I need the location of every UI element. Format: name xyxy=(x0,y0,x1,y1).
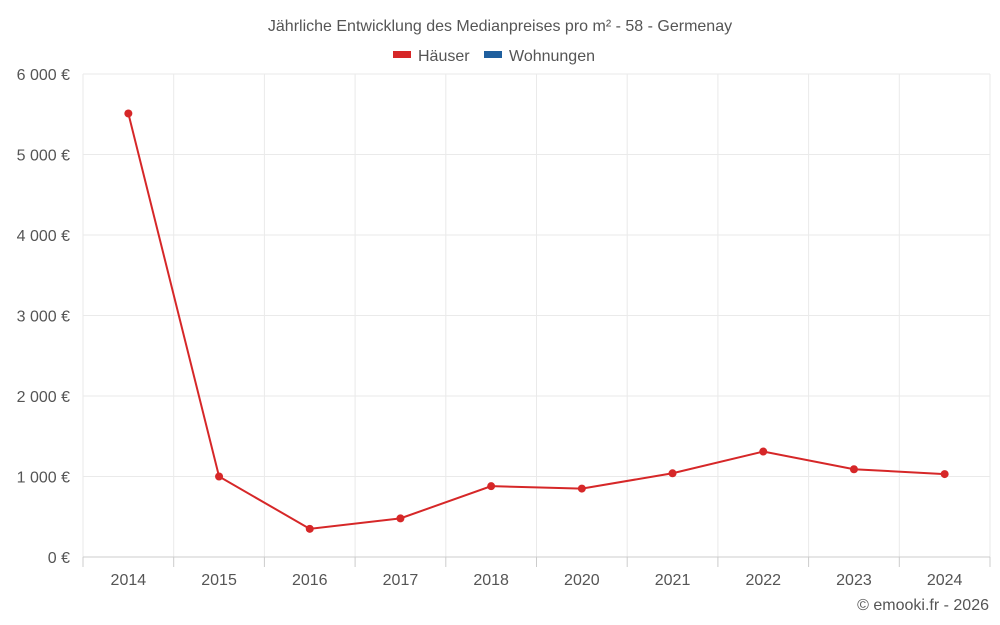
legend-swatch-haeuser xyxy=(393,51,411,58)
data-point-haeuser[interactable] xyxy=(668,469,677,478)
y-tick-label: 3 000 € xyxy=(17,309,70,326)
x-tick-label: 2023 xyxy=(836,572,872,589)
data-point-haeuser[interactable] xyxy=(849,465,858,474)
y-tick-label: 0 € xyxy=(48,550,70,567)
legend-swatch-wohnungen xyxy=(484,51,502,58)
grid xyxy=(82,73,991,557)
data-point-haeuser[interactable] xyxy=(305,524,314,533)
data-point-haeuser[interactable] xyxy=(215,472,224,481)
y-tick-label: 4 000 € xyxy=(17,228,70,245)
data-point-haeuser[interactable] xyxy=(940,470,949,479)
series-haeuser xyxy=(124,109,949,533)
y-tick-label: 5 000 € xyxy=(17,148,70,165)
data-point-haeuser[interactable] xyxy=(396,514,405,523)
y-tick-label: 1 000 € xyxy=(17,470,70,487)
x-tick-label: 2024 xyxy=(927,572,963,589)
y-tick-label: 6 000 € xyxy=(17,67,70,84)
data-point-haeuser[interactable] xyxy=(487,482,496,491)
x-tick-label: 2020 xyxy=(564,572,600,589)
x-axis: 2014 2015 2016 2017 2018 2020 2021 2022 2023 2024 xyxy=(82,556,991,589)
data-point-haeuser[interactable] xyxy=(124,109,133,118)
x-tick-label: 2015 xyxy=(201,572,237,589)
legend-label-wohnungen: Wohnungen xyxy=(509,48,595,65)
x-tick-label: 2022 xyxy=(745,572,781,589)
x-tick-label: 2018 xyxy=(473,572,509,589)
series-line-haeuser xyxy=(127,113,945,530)
data-point-haeuser[interactable] xyxy=(759,447,768,456)
legend[interactable]: Häuser Wohnungen xyxy=(393,48,595,65)
x-tick-label: 2016 xyxy=(292,572,328,589)
legend-item-haeuser[interactable]: Häuser xyxy=(393,48,470,65)
chart-title: Jährliche Entwicklung des Medianpreises … xyxy=(268,18,732,35)
legend-label-haeuser: Häuser xyxy=(418,48,470,65)
x-tick-label: 2017 xyxy=(383,572,419,589)
data-point-haeuser[interactable] xyxy=(577,484,586,493)
y-tick-label: 2 000 € xyxy=(17,389,70,406)
credit-text[interactable]: © emooki.fr - 2026 xyxy=(857,597,989,614)
x-tick-label: 2021 xyxy=(655,572,691,589)
legend-item-wohnungen[interactable]: Wohnungen xyxy=(484,48,595,65)
x-tick-label: 2014 xyxy=(111,572,147,589)
y-axis: 0 € 1 000 € 2 000 € 3 000 € 4 000 € 5 000 € 6 … xyxy=(17,67,70,567)
